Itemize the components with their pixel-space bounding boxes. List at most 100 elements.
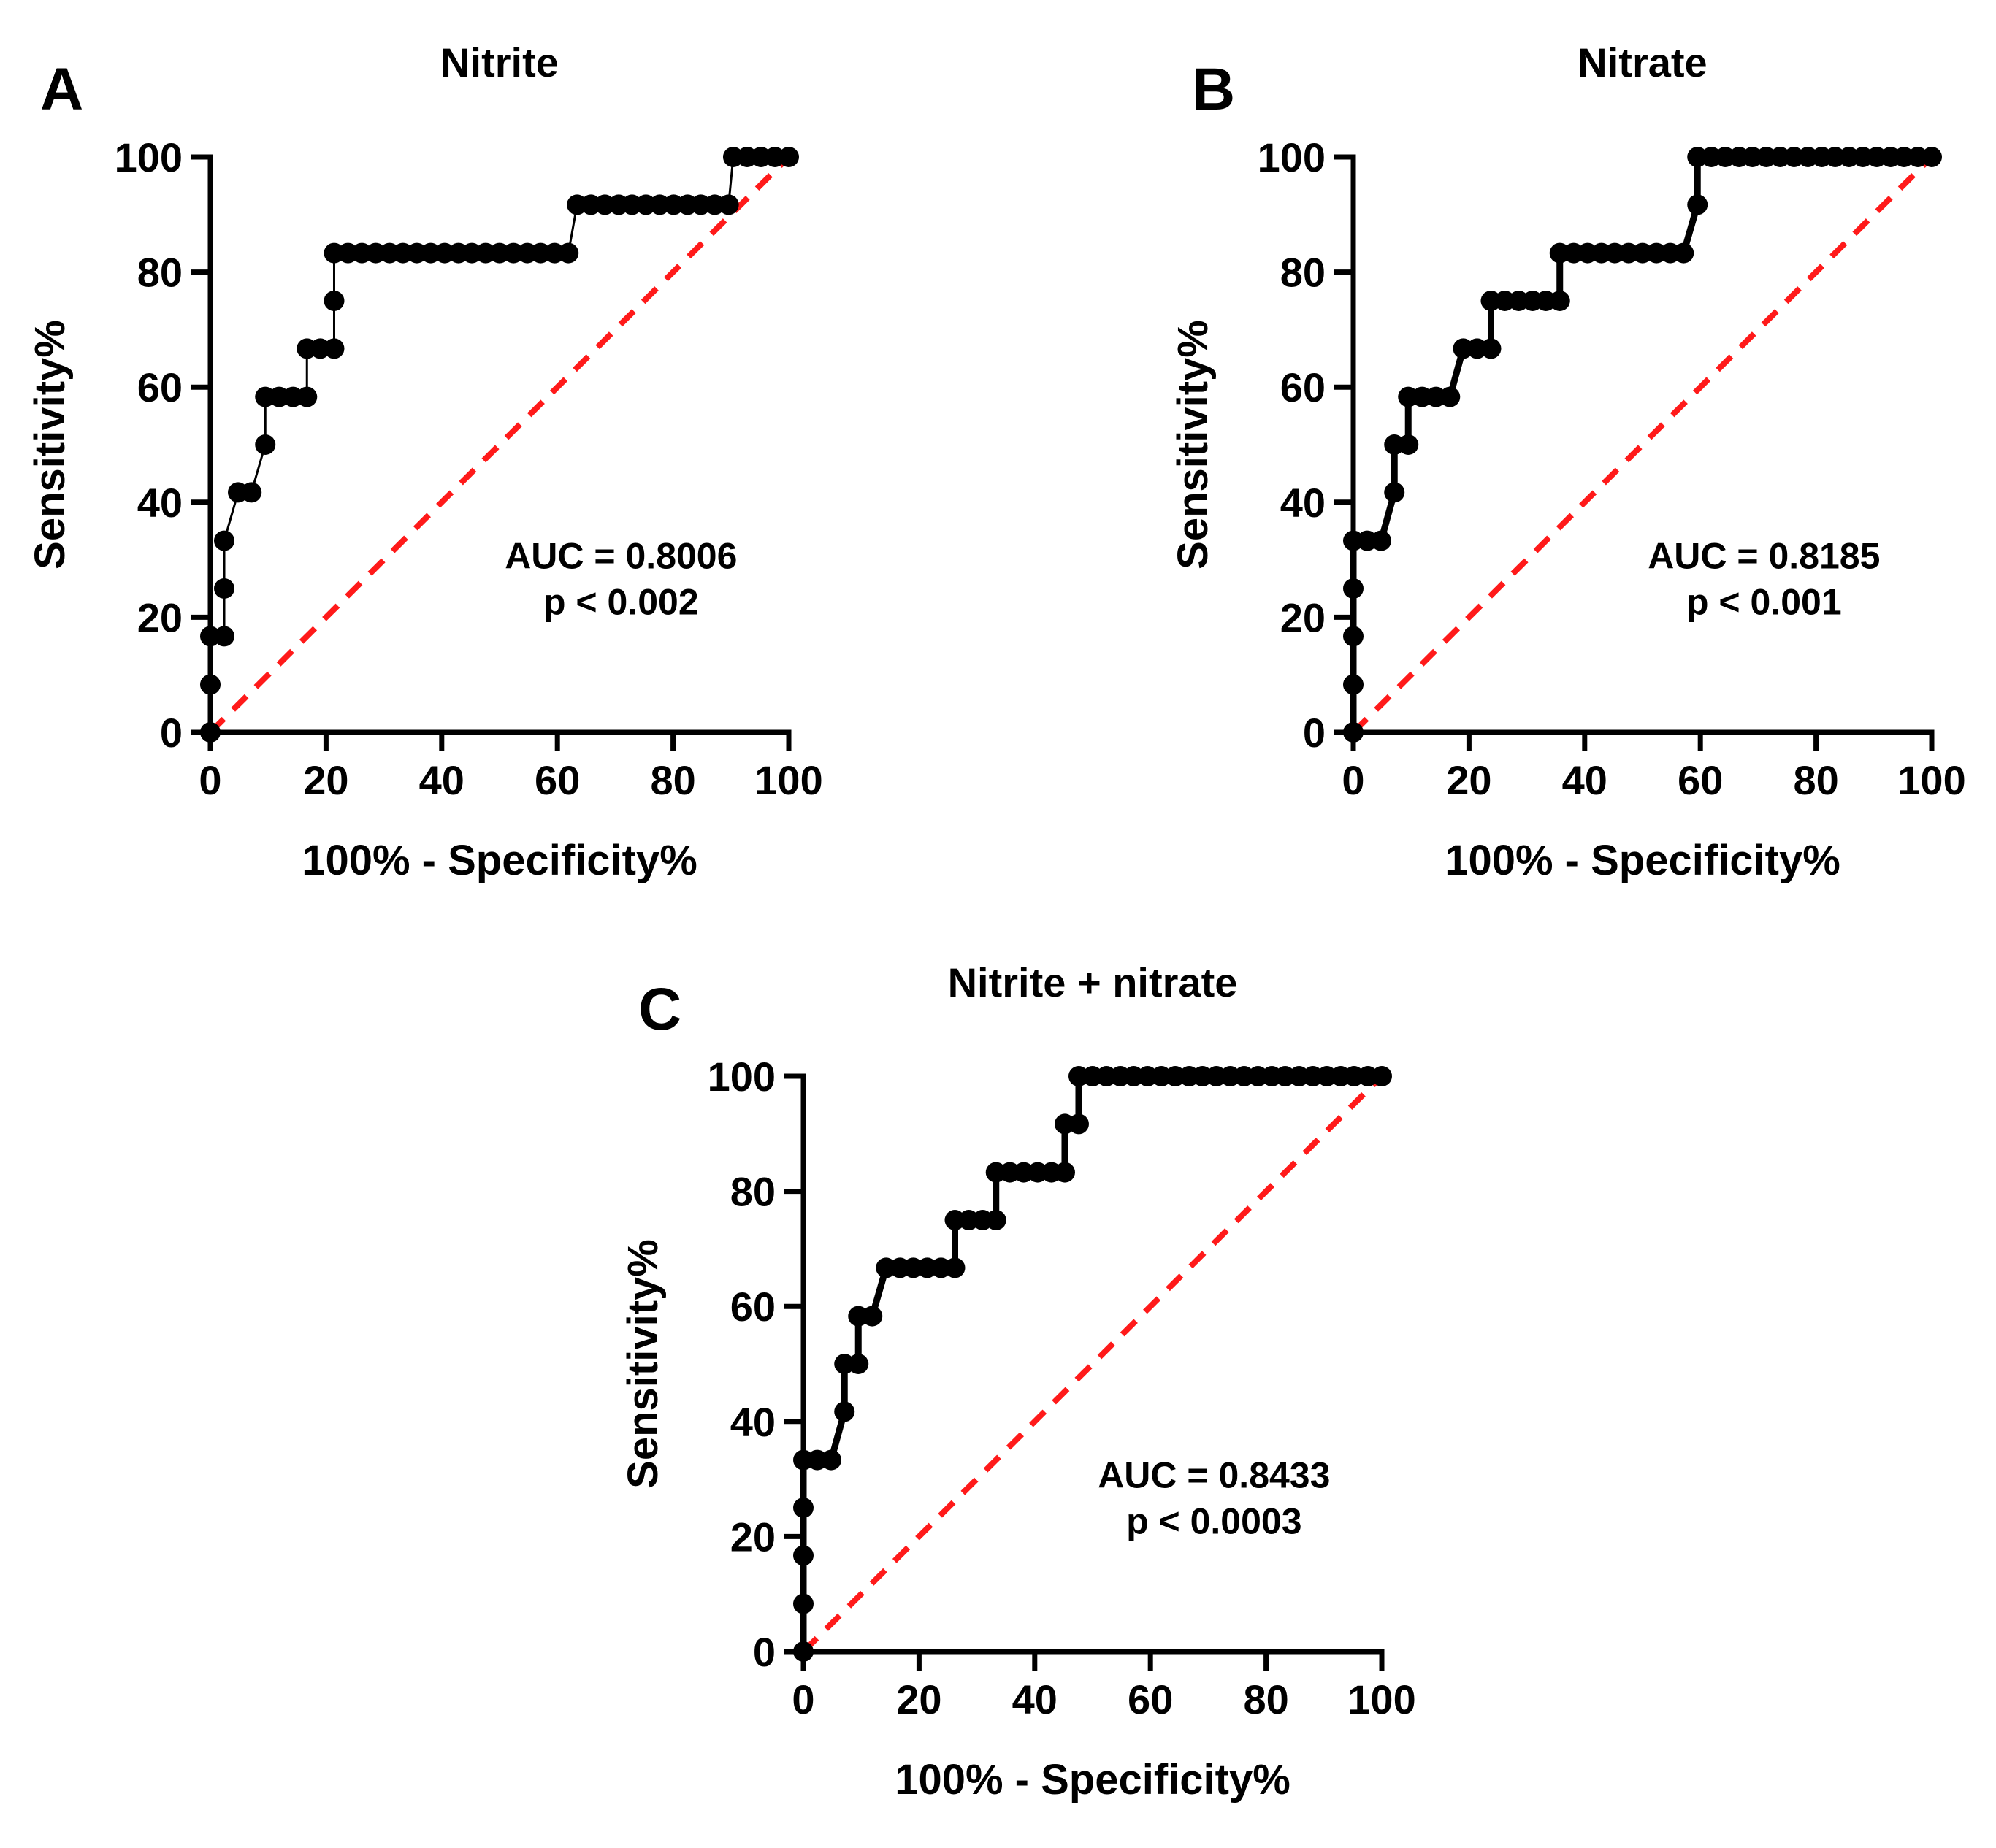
roc-point bbox=[214, 578, 235, 599]
y-tick-label: 80 bbox=[730, 1169, 776, 1215]
roc-point bbox=[1372, 1066, 1392, 1086]
chart-title: Nitrate bbox=[1578, 39, 1707, 85]
y-tick-label: 80 bbox=[1280, 250, 1326, 296]
y-tick-label: 20 bbox=[137, 594, 183, 640]
x-tick-label: 80 bbox=[1793, 757, 1838, 803]
roc-point bbox=[200, 674, 221, 695]
x-tick-label: 80 bbox=[650, 757, 695, 803]
panel-letter: A bbox=[40, 56, 83, 123]
x-tick-label: 100 bbox=[1347, 1676, 1415, 1722]
roc-point bbox=[1343, 674, 1364, 695]
roc-point bbox=[1922, 147, 1942, 167]
roc-point bbox=[862, 1306, 883, 1327]
roc-point bbox=[793, 1498, 814, 1518]
x-axis-label: 100% - Specificity% bbox=[895, 1756, 1290, 1803]
roc-point bbox=[214, 530, 235, 551]
y-axis-label: Sensitivity% bbox=[1169, 320, 1217, 570]
roc-point bbox=[1687, 194, 1708, 215]
x-axis-label: 100% - Specificity% bbox=[1445, 837, 1840, 884]
x-tick-label: 40 bbox=[1562, 757, 1607, 803]
x-tick-label: 100 bbox=[1897, 757, 1965, 803]
y-tick-label: 60 bbox=[137, 364, 183, 410]
x-tick-label: 40 bbox=[419, 757, 464, 803]
roc-point bbox=[793, 1545, 814, 1566]
y-axis-label: Sensitivity% bbox=[619, 1239, 667, 1489]
roc-panel-b: B Nitrate 0 20 40 60 80 100 0 20 40 60 80 100 100% - S… bbox=[1169, 39, 1966, 884]
roc-point bbox=[1439, 386, 1461, 407]
chart-title: Nitrite + nitrate bbox=[948, 959, 1238, 1005]
roc-point bbox=[779, 147, 799, 167]
y-tick-label: 40 bbox=[1280, 480, 1326, 526]
p-value-annotation: p < 0.0003 bbox=[1126, 1500, 1301, 1541]
auc-annotation: AUC = 0.8433 bbox=[1098, 1454, 1330, 1495]
roc-point bbox=[558, 242, 579, 264]
roc-point bbox=[200, 722, 221, 743]
roc-panel-a: A Nitrite 0 20 40 60 80 100 0 20 40 60 80 100 100% - S… bbox=[26, 39, 823, 884]
x-tick-label: 0 bbox=[199, 757, 221, 803]
roc-point bbox=[821, 1449, 842, 1471]
roc-point bbox=[1384, 482, 1405, 503]
x-tick-label: 0 bbox=[1342, 757, 1364, 803]
y-tick-label: 0 bbox=[160, 710, 183, 756]
roc-point bbox=[1549, 291, 1570, 311]
roc-point bbox=[944, 1257, 966, 1278]
x-tick-label: 60 bbox=[535, 757, 580, 803]
roc-point bbox=[1371, 530, 1392, 551]
y-tick-label: 40 bbox=[137, 480, 183, 526]
roc-panel-c: C Nitrite + nitrate 0 20 40 60 80 100 0 20 40 60 80 1… bbox=[619, 959, 1416, 1803]
y-tick-label: 40 bbox=[730, 1399, 776, 1445]
roc-point bbox=[1480, 338, 1502, 359]
auc-annotation: AUC = 0.8006 bbox=[505, 535, 737, 576]
roc-point bbox=[793, 1641, 814, 1662]
roc-point bbox=[241, 482, 262, 503]
p-value-annotation: p < 0.001 bbox=[1686, 581, 1842, 622]
y-tick-label: 100 bbox=[1258, 134, 1326, 180]
y-tick-label: 80 bbox=[137, 250, 183, 296]
p-value-annotation: p < 0.002 bbox=[543, 581, 699, 622]
y-tick-label: 60 bbox=[1280, 364, 1326, 410]
panel-letter: C bbox=[638, 976, 681, 1043]
roc-point bbox=[1054, 1162, 1075, 1183]
x-axis-label: 100% - Specificity% bbox=[302, 837, 697, 884]
reference-line bbox=[1351, 155, 1934, 735]
y-tick-label: 0 bbox=[1303, 710, 1326, 756]
y-tick-label: 0 bbox=[753, 1629, 776, 1675]
y-tick-label: 20 bbox=[1280, 594, 1326, 640]
roc-point bbox=[848, 1354, 869, 1374]
x-tick-label: 0 bbox=[792, 1676, 814, 1722]
roc-point bbox=[1398, 434, 1419, 455]
roc-point bbox=[1343, 578, 1364, 599]
y-tick-label: 100 bbox=[115, 134, 183, 180]
roc-point bbox=[324, 291, 345, 311]
panel-letter: B bbox=[1192, 56, 1235, 123]
y-tick-label: 100 bbox=[708, 1054, 776, 1100]
roc-point bbox=[718, 194, 739, 215]
roc-point bbox=[793, 1593, 814, 1614]
roc-point bbox=[297, 386, 318, 407]
roc-point bbox=[1673, 242, 1694, 264]
reference-line bbox=[208, 155, 791, 735]
roc-point bbox=[1343, 722, 1364, 743]
roc-point bbox=[1343, 626, 1364, 647]
reference-line bbox=[801, 1074, 1384, 1654]
x-tick-label: 60 bbox=[1678, 757, 1723, 803]
x-tick-label: 100 bbox=[754, 757, 822, 803]
roc-point bbox=[214, 626, 235, 647]
y-tick-label: 60 bbox=[730, 1284, 776, 1330]
y-axis-label: Sensitivity% bbox=[26, 320, 74, 570]
x-tick-label: 20 bbox=[303, 757, 348, 803]
auc-annotation: AUC = 0.8185 bbox=[1648, 535, 1880, 576]
y-tick-label: 20 bbox=[730, 1514, 776, 1560]
x-tick-label: 60 bbox=[1128, 1676, 1173, 1722]
x-tick-label: 20 bbox=[896, 1676, 941, 1722]
roc-point bbox=[1068, 1113, 1089, 1135]
roc-point bbox=[255, 434, 276, 455]
x-tick-label: 40 bbox=[1012, 1676, 1058, 1722]
x-tick-label: 80 bbox=[1243, 1676, 1288, 1722]
roc-point bbox=[324, 338, 345, 359]
roc-point bbox=[834, 1401, 855, 1422]
chart-title: Nitrite bbox=[440, 39, 559, 85]
roc-point bbox=[985, 1210, 1006, 1230]
x-tick-label: 20 bbox=[1446, 757, 1491, 803]
